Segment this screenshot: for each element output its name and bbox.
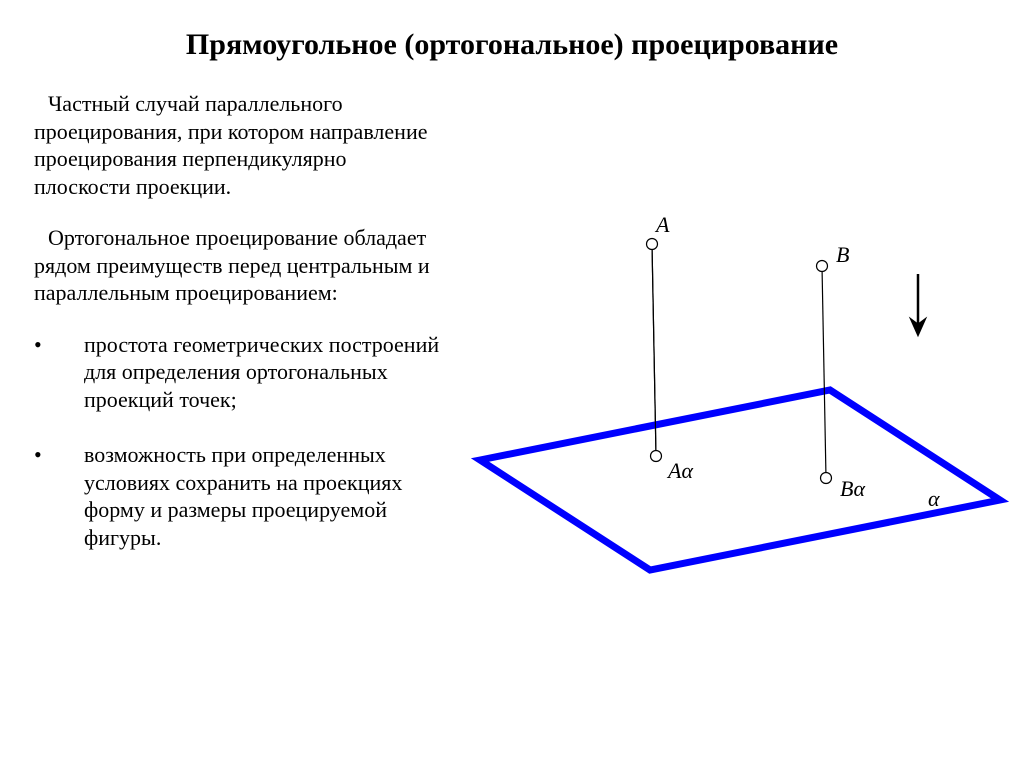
point-b-alpha (821, 473, 832, 484)
point-a (647, 239, 658, 250)
label-a-alpha: Aα (666, 458, 693, 483)
paragraph-1: Частный случай параллельного проецирован… (34, 90, 444, 200)
page: Прямоугольное (ортогональное) проецирова… (0, 0, 1024, 767)
label-b-alpha: Bα (840, 476, 865, 501)
bullet-item-1: простота геометрических построений для о… (34, 331, 444, 414)
projection-plane (480, 390, 1000, 570)
direction-arrow-icon (910, 274, 926, 336)
bullet-item-2: возможность при определенных условиях со… (34, 441, 444, 551)
projection-diagram: A B Aα Bα α (460, 200, 1020, 640)
label-plane-alpha: α (928, 486, 940, 511)
bullet-list: простота геометрических построений для о… (34, 331, 444, 552)
label-a: A (654, 212, 670, 237)
paragraph-2: Ортогональное проецирование обладает ряд… (34, 224, 444, 307)
projection-line-b (822, 266, 826, 478)
label-b: B (836, 242, 849, 267)
point-b (817, 261, 828, 272)
text-column: Частный случай параллельного проецирован… (34, 90, 444, 579)
page-title: Прямоугольное (ортогональное) проецирова… (0, 28, 1024, 62)
point-a-alpha (651, 451, 662, 462)
